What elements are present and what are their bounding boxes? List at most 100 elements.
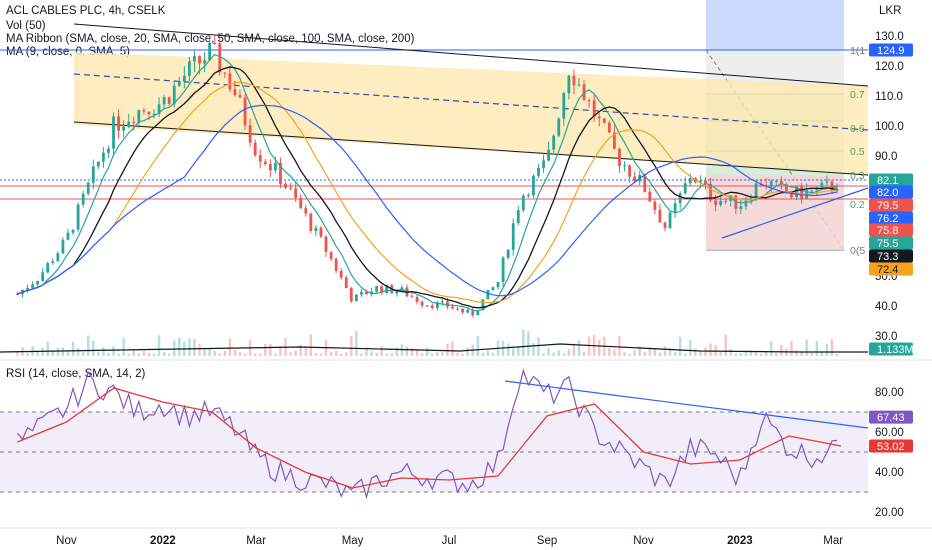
candle-body	[349, 288, 353, 302]
volume-bar	[16, 350, 19, 356]
ma-ribbon-20-line	[17, 53, 838, 312]
volume-bar	[81, 352, 85, 356]
volume-bar	[719, 351, 722, 356]
candle-body	[769, 181, 773, 187]
volume-bar	[56, 347, 60, 356]
volume-bar	[26, 352, 29, 356]
candle-body	[461, 308, 465, 313]
volume-bar	[522, 329, 525, 356]
volume-bar	[122, 337, 125, 356]
volume-bar	[405, 346, 409, 356]
volume-bar	[810, 353, 813, 356]
volume-bar	[694, 348, 697, 356]
volume-bar	[233, 349, 237, 356]
ma-ribbon-indicator-label[interactable]: MA Ribbon (SMA, close, 20, SMA, close, 5…	[6, 33, 415, 45]
rsi-ma-line	[17, 387, 842, 489]
time-axis-tick: Mar	[823, 535, 843, 547]
candle-body	[370, 291, 373, 295]
rsi-value-label: 67.43	[877, 412, 905, 424]
time-axis-tick: 2022	[150, 535, 176, 547]
candle-body	[663, 222, 667, 228]
candle-body	[71, 229, 75, 233]
candle-body	[324, 236, 328, 252]
candle-body	[486, 289, 490, 300]
volume-bar	[714, 344, 717, 356]
volume-bar	[294, 350, 297, 356]
volume-bar	[699, 351, 702, 356]
rsi-value-label: 53.02	[877, 441, 905, 453]
candle-body	[182, 75, 186, 82]
volume-bar	[299, 344, 302, 356]
candle-body	[562, 93, 566, 119]
fib-level-label: 1(1	[850, 45, 865, 57]
candle-body	[319, 227, 323, 237]
candle-body	[683, 183, 687, 194]
volume-bar	[598, 339, 601, 356]
candle-body	[633, 176, 637, 182]
price-badge	[869, 223, 913, 237]
candle-body	[243, 97, 247, 126]
volume-bar	[704, 347, 707, 356]
candle-body	[274, 162, 277, 171]
candle-body	[208, 42, 212, 61]
price-badge-label: 76.2	[877, 213, 898, 225]
candle-body	[258, 155, 262, 162]
candle-body	[253, 142, 257, 156]
volume-bar	[446, 343, 449, 356]
candle-body	[248, 125, 252, 143]
price-badge	[869, 185, 913, 199]
candle-body	[233, 89, 237, 96]
volume-bar	[218, 353, 221, 356]
volume-bar	[304, 347, 307, 356]
time-axis-tick: Jul	[442, 535, 457, 547]
volume-bar	[309, 334, 313, 356]
volume-bar	[117, 353, 120, 356]
volume-bar	[613, 349, 616, 356]
volume-bar	[582, 351, 586, 356]
price-axis-tick: 100.0	[875, 121, 904, 133]
volume-bar	[653, 348, 657, 356]
candle-body	[790, 193, 793, 198]
rsi-indicator-label[interactable]: RSI (14, close, SMA, 14, 2)	[6, 368, 146, 380]
volume-bar	[198, 343, 201, 356]
candle-body	[268, 164, 272, 171]
price-badge	[869, 342, 913, 356]
rsi-axis-tick: 40.00	[875, 467, 904, 479]
volume-bar	[334, 350, 338, 356]
candle-body	[218, 43, 222, 73]
volume-bar	[466, 347, 469, 356]
volume-indicator-label[interactable]: Vol (50)	[6, 20, 46, 32]
volume-bar	[780, 345, 783, 356]
volume-bar	[724, 334, 727, 356]
volume-bar	[76, 347, 80, 356]
volume-bar	[638, 346, 641, 356]
candle-body	[334, 258, 338, 271]
time-axis-tick: Mar	[246, 535, 266, 547]
candle-body	[284, 183, 287, 188]
candle-body	[122, 126, 126, 131]
candle-body	[435, 302, 439, 309]
candle-body	[451, 306, 454, 309]
volume-bar	[775, 352, 778, 356]
price-badge-label: 82.0	[877, 187, 898, 199]
volume-bar	[648, 347, 652, 356]
candle-body	[653, 201, 657, 210]
volume-bar	[744, 350, 748, 356]
candle-body	[238, 95, 242, 98]
price-badge-label: 72.4	[877, 264, 898, 276]
volume-bar	[770, 340, 773, 356]
candle-body	[61, 239, 65, 254]
candle-body	[223, 72, 227, 74]
candle-body	[532, 175, 535, 196]
volume-bar	[390, 353, 393, 356]
volume-bar	[400, 344, 404, 356]
candle-body	[51, 261, 55, 264]
volume-bar	[193, 339, 196, 356]
candle-body	[66, 232, 70, 240]
volume-bar	[567, 349, 571, 356]
fib-level-label: 0.7	[850, 89, 865, 101]
volume-bar	[734, 353, 738, 356]
volume-bar	[345, 352, 348, 356]
candle-body	[440, 301, 444, 303]
